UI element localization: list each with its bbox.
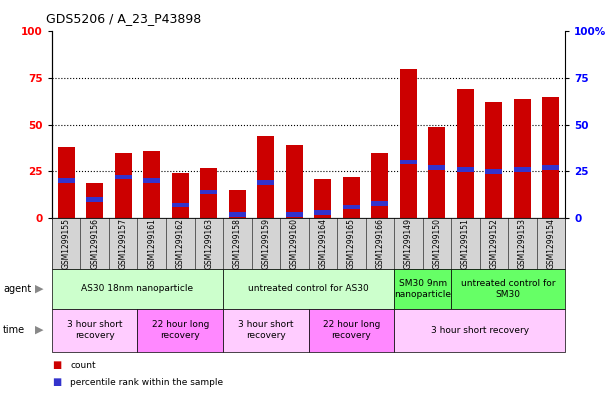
Bar xyxy=(115,153,132,218)
Bar xyxy=(172,173,189,218)
Text: GSM1299161: GSM1299161 xyxy=(147,218,156,269)
Bar xyxy=(200,168,218,218)
Text: GSM1299156: GSM1299156 xyxy=(90,218,99,269)
Bar xyxy=(86,197,103,202)
Bar xyxy=(229,190,246,218)
Text: GSM1299165: GSM1299165 xyxy=(347,218,356,269)
Text: GSM1299166: GSM1299166 xyxy=(375,218,384,269)
Bar xyxy=(543,165,560,170)
Text: GSM1299153: GSM1299153 xyxy=(518,218,527,269)
Bar xyxy=(371,201,389,206)
Text: untreated control for
SM30: untreated control for SM30 xyxy=(461,279,555,299)
Text: 22 hour long
recovery: 22 hour long recovery xyxy=(323,320,380,340)
Text: GSM1299162: GSM1299162 xyxy=(176,218,185,269)
Bar xyxy=(514,167,531,172)
Text: AS30 18nm nanoparticle: AS30 18nm nanoparticle xyxy=(81,285,194,293)
Text: 22 hour long
recovery: 22 hour long recovery xyxy=(152,320,209,340)
Text: GSM1299160: GSM1299160 xyxy=(290,218,299,269)
Text: GSM1299164: GSM1299164 xyxy=(318,218,327,269)
Bar xyxy=(428,165,445,170)
Text: GDS5206 / A_23_P43898: GDS5206 / A_23_P43898 xyxy=(46,12,201,25)
Text: GSM1299152: GSM1299152 xyxy=(489,218,499,269)
Bar xyxy=(543,97,560,218)
Text: GSM1299154: GSM1299154 xyxy=(546,218,555,269)
Text: GSM1299151: GSM1299151 xyxy=(461,218,470,269)
Bar xyxy=(371,153,389,218)
Text: GSM1299163: GSM1299163 xyxy=(204,218,213,269)
Text: 3 hour short
recovery: 3 hour short recovery xyxy=(67,320,122,340)
Text: SM30 9nm
nanoparticle: SM30 9nm nanoparticle xyxy=(394,279,451,299)
Text: agent: agent xyxy=(3,284,31,294)
Bar xyxy=(172,203,189,208)
Bar xyxy=(400,160,417,164)
Text: ■: ■ xyxy=(52,360,61,370)
Text: ▶: ▶ xyxy=(35,325,44,335)
Bar xyxy=(57,178,75,183)
Text: count: count xyxy=(70,360,96,369)
Bar xyxy=(314,210,331,215)
Text: GSM1299150: GSM1299150 xyxy=(433,218,441,269)
Bar xyxy=(428,127,445,218)
Text: 3 hour short recovery: 3 hour short recovery xyxy=(431,326,529,334)
Bar xyxy=(200,190,218,194)
Bar xyxy=(257,180,274,185)
Text: ▶: ▶ xyxy=(35,284,44,294)
Bar xyxy=(143,178,160,183)
Bar xyxy=(257,136,274,218)
Text: GSM1299159: GSM1299159 xyxy=(262,218,270,269)
Text: GSM1299158: GSM1299158 xyxy=(233,218,242,269)
Bar xyxy=(343,205,360,209)
Bar xyxy=(457,167,474,172)
Text: 3 hour short
recovery: 3 hour short recovery xyxy=(238,320,293,340)
Text: untreated control for AS30: untreated control for AS30 xyxy=(248,285,369,293)
Bar xyxy=(514,99,531,218)
Text: percentile rank within the sample: percentile rank within the sample xyxy=(70,378,224,387)
Bar xyxy=(86,183,103,218)
Bar xyxy=(400,69,417,218)
Bar xyxy=(143,151,160,218)
Text: GSM1299157: GSM1299157 xyxy=(119,218,128,269)
Bar xyxy=(485,102,502,218)
Bar xyxy=(314,179,331,218)
Bar xyxy=(343,177,360,218)
Text: ■: ■ xyxy=(52,377,61,387)
Bar xyxy=(286,212,303,217)
Bar xyxy=(286,145,303,218)
Bar xyxy=(57,147,75,218)
Bar xyxy=(229,212,246,217)
Bar xyxy=(457,89,474,218)
Bar xyxy=(115,175,132,179)
Bar xyxy=(485,169,502,174)
Text: time: time xyxy=(3,325,25,335)
Text: GSM1299149: GSM1299149 xyxy=(404,218,413,269)
Text: GSM1299155: GSM1299155 xyxy=(62,218,71,269)
